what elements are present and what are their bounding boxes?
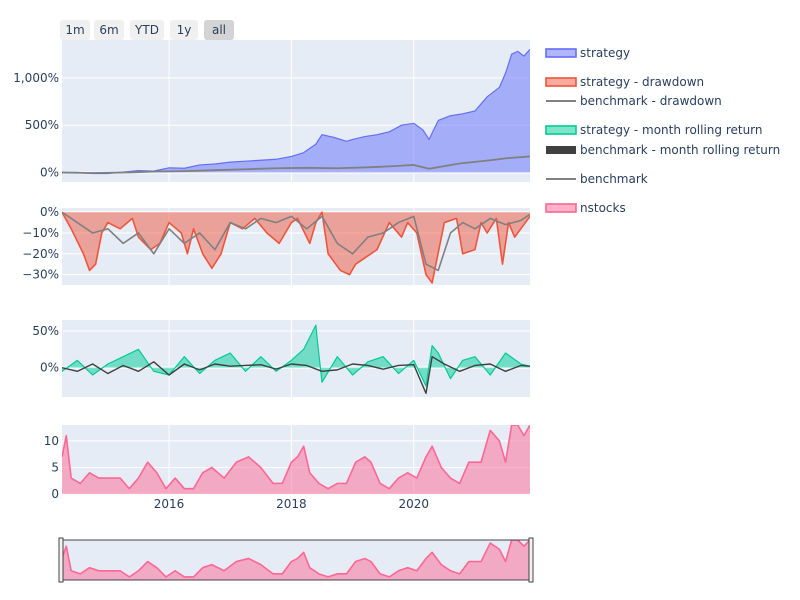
legend-item-3[interactable]: strategy - month rolling return (545, 123, 763, 137)
legend-item-0[interactable]: strategy (545, 46, 630, 60)
y-tick-label: 1,000% (13, 71, 59, 85)
legend-item-5[interactable]: benchmark (546, 172, 648, 186)
y-tick-label: 0% (40, 361, 59, 375)
x-tick-label: 2016 (154, 497, 185, 511)
panel-nstocks: 0 5 10 (44, 425, 530, 501)
legend-swatch (545, 48, 577, 58)
area-strategy (62, 49, 530, 174)
legend-label: strategy - month rolling return (580, 123, 763, 137)
legend-swatch (545, 77, 577, 87)
line-nstocks (62, 540, 530, 578)
line-benchmark-month-rolling-return (62, 355, 530, 395)
legend-label: benchmark (580, 172, 648, 186)
legend-swatch (546, 146, 576, 154)
rangeslider-left-handle[interactable] (58, 537, 64, 583)
legend-swatch (545, 125, 577, 135)
legend-swatch (545, 203, 577, 213)
panel-drawdown: 0% −10% −20% −30% (22, 205, 530, 285)
y-tick-label: −10% (22, 226, 59, 240)
range-button-6m[interactable]: 6m (94, 20, 124, 40)
range-button-ytd[interactable]: YTD (130, 20, 164, 40)
y-tick-label: 50% (32, 324, 59, 338)
line-strategy (62, 49, 530, 175)
y-tick-label: 0% (40, 205, 59, 219)
y-tick-label: 500% (25, 118, 59, 132)
panel-returns: 0% 500% 1,000% (13, 40, 530, 182)
line-strategy-drawdown (62, 211, 530, 284)
x-tick-label: 2020 (398, 497, 429, 511)
y-tick-label: 0 (51, 487, 59, 501)
legend-label: strategy (580, 46, 630, 60)
line-benchmark (62, 155, 530, 174)
y-tick-label: 10 (44, 434, 59, 448)
line-strategy-month-rolling-return (62, 324, 530, 387)
line-benchmark-drawdown (62, 211, 530, 272)
range-button-1m[interactable]: 1m (60, 20, 90, 40)
area-strategy-drawdown (62, 212, 530, 283)
panel-rolling: 0% 50% (32, 320, 530, 397)
panel-rangeslider (58, 537, 534, 583)
y-tick-label: −20% (22, 247, 59, 261)
legend-item-6[interactable]: nstocks (545, 201, 626, 215)
rangeslider-right-handle[interactable] (528, 537, 534, 583)
legend-label: nstocks (580, 201, 626, 215)
y-tick-label: 0% (40, 166, 59, 180)
legend-label: strategy - drawdown (580, 75, 704, 89)
legend-label: benchmark - month rolling return (580, 143, 780, 157)
legend-item-2[interactable]: benchmark - drawdown (546, 94, 722, 108)
x-tick-label: 2018 (276, 497, 307, 511)
legend-item-1[interactable]: strategy - drawdown (545, 75, 704, 89)
line-nstocks (62, 425, 530, 490)
area-strategy-month-rolling-return (62, 325, 530, 386)
y-tick-label: −30% (22, 268, 59, 282)
legend-label: benchmark - drawdown (580, 94, 722, 108)
range-button-all[interactable]: all (204, 20, 234, 40)
legend-item-4[interactable]: benchmark - month rolling return (546, 143, 780, 157)
y-tick-label: 5 (51, 460, 59, 474)
range-button-1y[interactable]: 1y (170, 20, 198, 40)
